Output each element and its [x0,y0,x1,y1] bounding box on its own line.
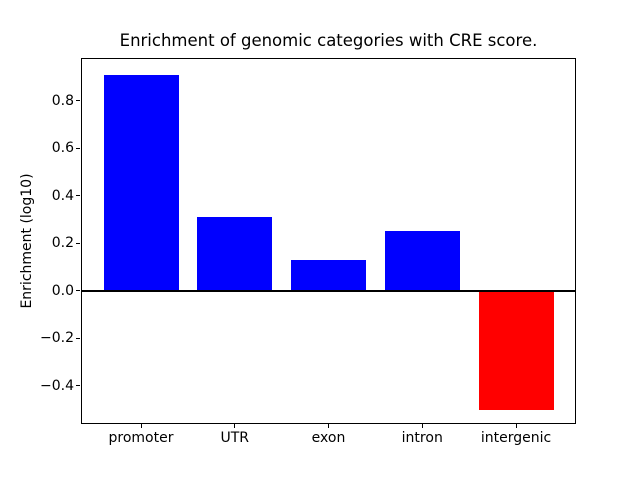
y-tick-label: 0.6 [51,140,74,157]
zero-line [81,289,576,292]
x-tick-label-exon: exon [311,430,346,446]
y-tick-label: 0.0 [51,282,74,299]
x-tick-label-promoter: promoter [108,430,174,446]
x-tick-label-UTR: UTR [220,430,250,446]
bar-UTR [197,217,273,291]
y-tick-mark [76,243,80,244]
chart-title: Enrichment of genomic categories with CR… [119,31,538,50]
x-tick-mark [328,424,329,428]
x-tick-mark [421,424,423,428]
y-tick-label: 0.8 [51,92,74,109]
y-tick-mark [76,290,80,291]
bar-exon [291,260,366,291]
bar-intergenic [478,290,554,410]
y-tick-mark [76,195,80,196]
y-tick-label: −0.4 [40,377,74,394]
y-tick-label: 0.2 [51,235,74,252]
bar-intron [384,231,460,291]
x-tick-mark [234,424,236,428]
y-tick-mark [76,100,80,101]
y-tick-label: −0.2 [40,330,74,347]
y-tick-mark [76,338,80,339]
x-tick-mark [515,424,517,428]
y-tick-mark [76,148,80,149]
x-tick-mark [140,424,142,428]
x-tick-label-intron: intron [401,430,443,446]
y-tick-label: 0.4 [51,187,74,204]
bar-promoter [103,74,179,291]
y-tick-mark [76,385,80,386]
x-tick-label-intergenic: intergenic [480,430,552,446]
